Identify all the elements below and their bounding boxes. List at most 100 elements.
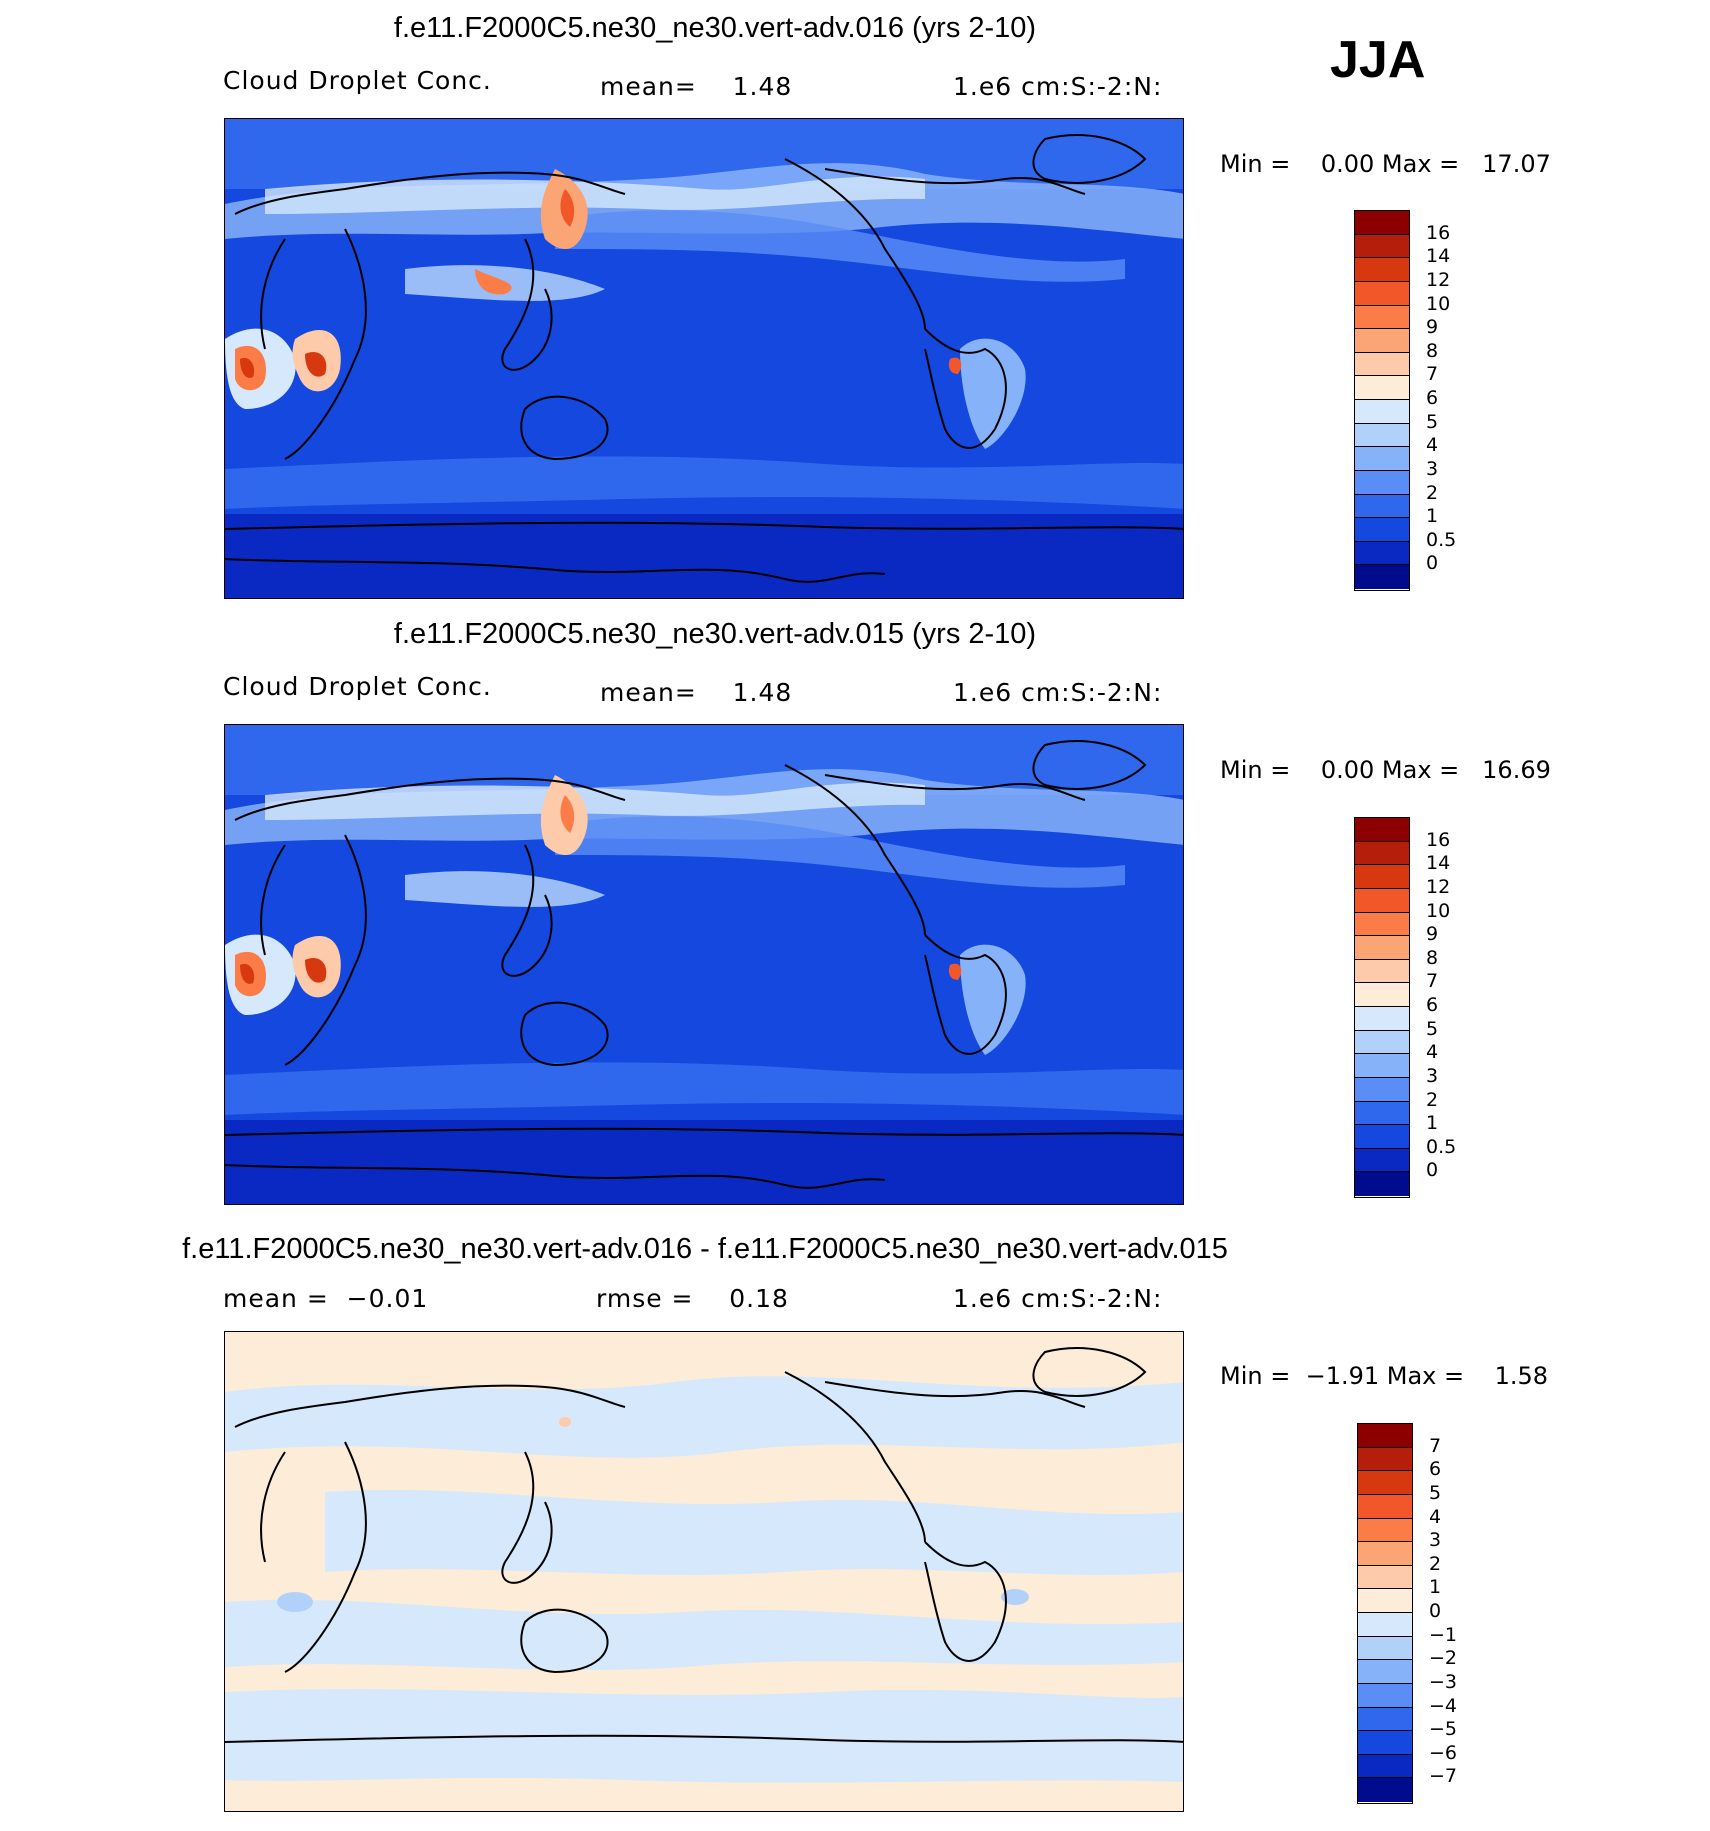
colorbar-swatch (1358, 1731, 1412, 1755)
colorbar-tick-label: −1 (1429, 1623, 1458, 1646)
colorbar-swatch (1355, 1007, 1409, 1031)
colorbar-tick-label: 0 (1429, 1600, 1442, 1622)
colorbar-tick-label: 14 (1426, 245, 1451, 268)
colorbar-swatch (1358, 1447, 1412, 1472)
colorbar-swatch (1358, 1613, 1412, 1637)
colorbar-tick-label: 1 (1426, 1112, 1439, 1135)
panel-1-variable-label: Cloud Droplet Conc. (223, 66, 492, 95)
colorbar-swatch (1355, 447, 1409, 471)
colorbar-tick-label: 5 (1426, 410, 1439, 433)
colorbar-swatch (1355, 1125, 1409, 1149)
colorbar-swatch (1355, 376, 1409, 400)
colorbar-tick-label: −2 (1429, 1647, 1458, 1670)
panel-2-contour-field (225, 725, 1183, 1204)
colorbar-swatch (1358, 1494, 1412, 1519)
panel-2-map (224, 724, 1184, 1205)
colorbar-swatch (1358, 1589, 1412, 1613)
colorbar-tick-label: 1 (1429, 1576, 1442, 1599)
colorbar-swatch (1355, 1172, 1409, 1196)
panel-3-units-label: 1.e6 cm:S:-2:N: (953, 1284, 1163, 1313)
colorbar-tick-label: 12 (1426, 268, 1451, 291)
panel-3-map (224, 1331, 1184, 1812)
colorbar-tick-label: 0 (1426, 1159, 1439, 1182)
colorbar-tick-label: 10 (1426, 899, 1451, 922)
colorbar-tick-label: 6 (1426, 387, 1439, 409)
colorbar-swatch (1355, 329, 1409, 353)
colorbar-swatch (1355, 494, 1409, 519)
colorbar-swatch (1355, 983, 1409, 1007)
colorbar-tick-label: −3 (1429, 1670, 1458, 1693)
colorbar-tick-label: 8 (1426, 339, 1439, 362)
colorbar-swatch (1358, 1636, 1412, 1661)
colorbar-swatch (1358, 1542, 1412, 1566)
panel-1-title: f.e11.F2000C5.ne30_ne30.vert-adv.016 (yr… (393, 12, 1037, 44)
panel-3-rmse-label: rmse = 0.18 (596, 1284, 789, 1313)
colorbar-tick-label: 7 (1426, 363, 1439, 386)
colorbar-swatch (1355, 818, 1409, 842)
colorbar-swatch (1358, 1683, 1412, 1708)
colorbar-tick-label: 9 (1426, 316, 1439, 339)
colorbar-swatch (1355, 865, 1409, 889)
colorbar-swatch (1355, 541, 1409, 566)
colorbar-tick-label: 5 (1426, 1017, 1439, 1040)
panel-1-min-max: Min = 0.00 Max = 17.07 (1220, 150, 1551, 178)
colorbar-swatch (1355, 234, 1409, 259)
colorbar-swatch (1355, 258, 1409, 282)
panel-2-title: f.e11.F2000C5.ne30_ne30.vert-adv.015 (yr… (393, 618, 1037, 650)
colorbar-tick-label: 0.5 (1426, 1135, 1457, 1158)
colorbar-swatch (1355, 423, 1409, 448)
colorbar-tick-label: 10 (1426, 292, 1451, 315)
colorbar-tick-label: 3 (1426, 1064, 1439, 1087)
colorbar-swatch (1355, 841, 1409, 866)
colorbar-tick-label: 2 (1426, 481, 1439, 504)
colorbar-swatch (1355, 1054, 1409, 1078)
colorbar-swatch (1355, 1101, 1409, 1126)
colorbar-tick-label: 4 (1426, 1041, 1439, 1064)
panel-2-units-label: 1.e6 cm:S:-2:N: (953, 678, 1163, 707)
colorbar-swatch (1358, 1778, 1412, 1802)
colorbar-swatch (1355, 1030, 1409, 1055)
colorbar-tick-label: −6 (1429, 1741, 1458, 1764)
panel-3-contour-field (225, 1332, 1183, 1811)
colorbar-swatch (1355, 1077, 1409, 1102)
colorbar-tick-label: 2 (1429, 1552, 1442, 1575)
colorbar-tick-label: 2 (1426, 1088, 1439, 1111)
panel-2-variable-label: Cloud Droplet Conc. (223, 672, 492, 701)
colorbar-swatch (1355, 518, 1409, 542)
colorbar-swatch (1355, 888, 1409, 913)
colorbar-swatch (1355, 912, 1409, 937)
colorbar-swatch (1355, 352, 1409, 377)
colorbar-swatch (1355, 211, 1409, 235)
colorbar-tick-label: 3 (1426, 457, 1439, 480)
colorbar-swatch (1355, 959, 1409, 984)
colorbar-swatch (1358, 1754, 1412, 1779)
colorbar-tick-label: −7 (1429, 1765, 1458, 1788)
colorbar-swatch (1358, 1707, 1412, 1732)
colorbar-swatch (1358, 1565, 1412, 1590)
panel-1-colorbar (1354, 210, 1410, 591)
colorbar-tick-label: 8 (1426, 946, 1439, 969)
colorbar-tick-label: 4 (1426, 434, 1439, 457)
colorbar-tick-label: 0.5 (1426, 528, 1457, 551)
panel-1-contour-field (225, 119, 1183, 598)
colorbar-swatch (1355, 305, 1409, 330)
colorbar-tick-label: 6 (1429, 1458, 1442, 1481)
colorbar-swatch (1358, 1518, 1412, 1543)
panel-2-colorbar (1354, 817, 1410, 1198)
colorbar-swatch (1355, 936, 1409, 960)
panel-3-min-max: Min = −1.91 Max = 1.58 (1220, 1362, 1549, 1390)
colorbar-tick-label: −5 (1429, 1718, 1458, 1741)
colorbar-swatch (1355, 1148, 1409, 1173)
colorbar-swatch (1358, 1471, 1412, 1495)
colorbar-swatch (1355, 565, 1409, 589)
colorbar-tick-label: 12 (1426, 875, 1451, 898)
colorbar-tick-label: 3 (1429, 1529, 1442, 1552)
colorbar-tick-label: 7 (1426, 970, 1439, 993)
panel-1-mean-label: mean= 1.48 (600, 72, 793, 101)
colorbar-tick-label: 9 (1426, 923, 1439, 946)
season-label: JJA (1330, 31, 1426, 89)
colorbar-swatch (1355, 400, 1409, 424)
colorbar-tick-label: 16 (1426, 828, 1451, 851)
colorbar-swatch (1355, 281, 1409, 306)
colorbar-swatch (1355, 470, 1409, 495)
